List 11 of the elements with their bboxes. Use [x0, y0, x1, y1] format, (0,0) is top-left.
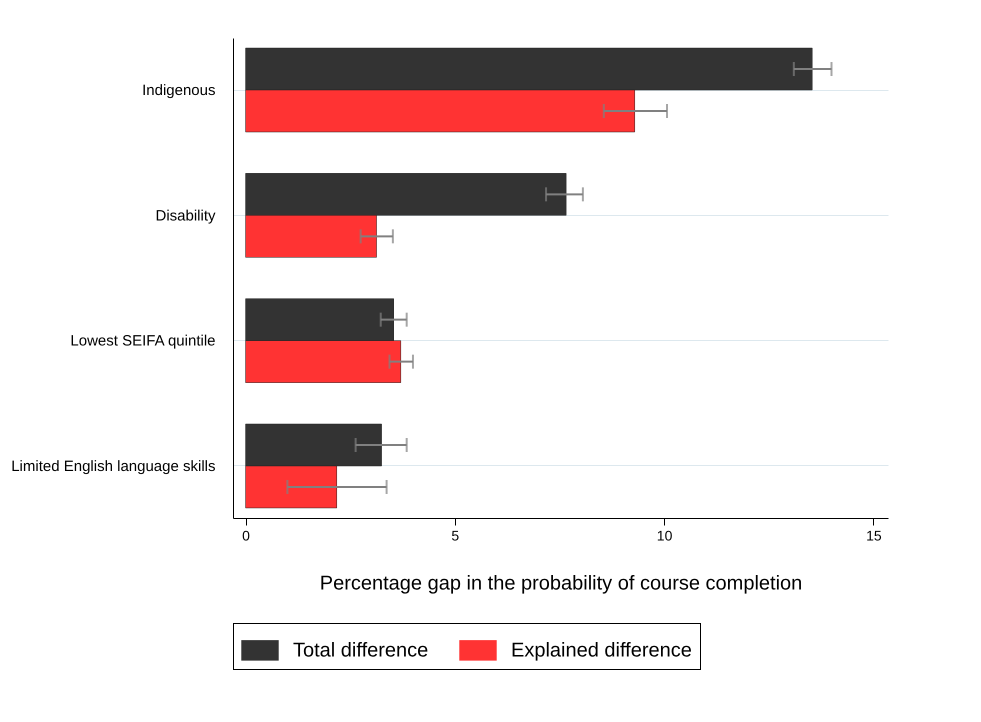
x-axis-title: Percentage gap in the probability of course completion	[320, 572, 802, 594]
y-tick-label: Limited English language skills	[11, 458, 216, 475]
x-tick-label: 0	[242, 528, 250, 544]
x-tick-label: 10	[656, 528, 673, 544]
x-tick-label: 15	[866, 528, 882, 544]
y-tick-label: Disability	[155, 207, 216, 224]
legend-label: Explained difference	[511, 639, 692, 662]
y-tick-label: Lowest SEIFA quintile	[70, 332, 216, 350]
legend-label: Total difference	[293, 639, 428, 662]
x-tick-label: 5	[451, 528, 460, 544]
y-tick-label: Indigenous	[142, 82, 216, 100]
